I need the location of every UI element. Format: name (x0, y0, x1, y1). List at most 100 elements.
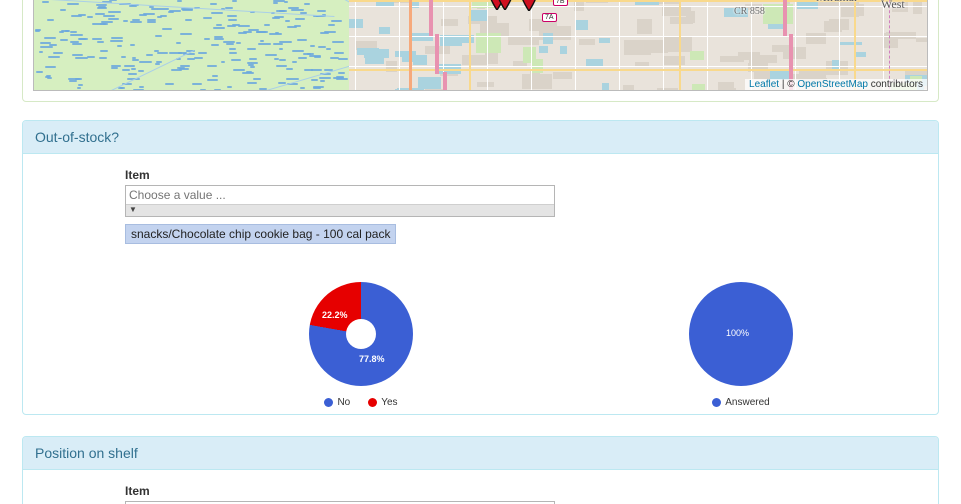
city-block (912, 0, 922, 15)
water-body (767, 22, 784, 29)
wetland-marsh-dash (77, 38, 87, 41)
wetland-marsh-dash (75, 56, 88, 59)
leaflet-map[interactable]: PembrokePinesNorth PerryAirportMiramarWe… (33, 0, 928, 91)
item-select[interactable]: ▼ (125, 185, 555, 217)
wetland-marsh-dash (49, 43, 58, 46)
shelf-form-spacer (35, 484, 125, 504)
legend-item-no[interactable]: No (324, 397, 350, 408)
wetland-marsh-dash (298, 57, 308, 60)
donut-chart-graphic[interactable]: 22.2% 77.8% (309, 282, 413, 386)
wetland-marsh-dash (274, 57, 280, 60)
wetland-marsh-dash (256, 30, 269, 33)
map-marker-pin[interactable] (497, 0, 513, 12)
street (399, 0, 400, 90)
wetland-marsh-dash (157, 16, 162, 19)
park-area (476, 32, 502, 53)
wetland-marsh-dash (122, 69, 131, 72)
city-block (886, 31, 917, 40)
park-area (522, 47, 537, 63)
city-block (649, 40, 669, 53)
wetland-marsh-dash (132, 89, 144, 90)
wetland-marsh-dash (285, 20, 290, 23)
wetland-marsh-dash (69, 31, 78, 34)
wetland-marsh-dash (287, 82, 298, 85)
wetland-marsh-dash (233, 69, 246, 72)
leaflet-link[interactable]: Leaflet (749, 79, 780, 90)
water-body (410, 0, 419, 9)
water-body (635, 0, 659, 6)
wetland-marsh-dash (198, 51, 208, 54)
wetland-marsh-dash (207, 65, 218, 68)
answered-pie-chart: 100% Answered (621, 282, 861, 408)
wetland-marsh-dash (108, 17, 120, 20)
street (619, 0, 620, 90)
wetland-marsh-dash (70, 33, 83, 36)
legend-item-yes[interactable]: Yes (368, 397, 398, 408)
park-area (691, 83, 706, 90)
wetland-marsh-dash (46, 76, 53, 79)
arterial-road (854, 0, 856, 90)
street (927, 0, 928, 91)
city-block (622, 85, 634, 90)
wetland-marsh-dash (248, 57, 257, 60)
street (839, 0, 840, 90)
wetland-marsh-dash (123, 20, 129, 23)
city-block (748, 63, 769, 72)
pie-chart-graphic[interactable]: 100% (689, 282, 793, 386)
expressway (429, 0, 433, 36)
item-search-input[interactable] (126, 186, 554, 204)
wetland-marsh-dash (303, 3, 310, 6)
chevron-down-icon[interactable]: ▼ (126, 204, 554, 216)
water-body (586, 58, 604, 67)
water-body (349, 19, 364, 29)
wetland-marsh-dash (279, 58, 286, 61)
wetland-marsh-dash (47, 18, 54, 21)
wetland-marsh-dash (69, 41, 79, 44)
city-block (814, 0, 846, 6)
city-block (664, 55, 686, 65)
wetland-marsh-dash (176, 42, 181, 45)
water-body (542, 33, 553, 45)
water-body (769, 70, 791, 81)
park-area (910, 75, 922, 82)
wetland-marsh-dash (213, 27, 225, 30)
water-body (539, 45, 548, 53)
wetland-marsh-dash (214, 35, 223, 38)
water-body (417, 77, 441, 89)
legend-item-answered[interactable]: Answered (712, 397, 770, 408)
street (355, 0, 356, 90)
city-block (720, 56, 744, 62)
position-on-shelf-panel-body: Item ▼ (23, 470, 938, 504)
shelf-item-search-input[interactable] (126, 502, 554, 504)
wetland-marsh-dash (52, 51, 63, 54)
wetland-marsh-dash (258, 87, 268, 90)
donut-chart-legend: No Yes (241, 397, 481, 408)
wetland-marsh-dash (235, 42, 242, 45)
wetland-marsh-dash (299, 11, 308, 14)
city-block (772, 44, 791, 52)
wetland-marsh-dash (165, 82, 175, 85)
wetland-marsh-dash (225, 42, 234, 45)
wetland-marsh-dash (118, 86, 124, 89)
shelf-item-select[interactable]: ▼ (125, 501, 555, 504)
wetland-marsh-dash (295, 17, 305, 20)
map-panel-body: PembrokePinesNorth PerryAirportMiramarWe… (23, 0, 938, 101)
wetland-marsh-dash (246, 61, 253, 64)
wetland-marsh-dash (227, 85, 233, 88)
wetland-marsh-dash (333, 76, 345, 79)
map-marker-pin[interactable] (521, 0, 537, 13)
charts-container: 22.2% 77.8% No Yes (35, 282, 926, 432)
wetland-marsh-dash (129, 5, 138, 8)
city-block (748, 54, 777, 64)
arterial-road (349, 0, 927, 2)
selected-item-tag[interactable]: snacks/Chocolate chip cookie bag - 100 c… (125, 224, 397, 244)
wetland-marsh-dash (199, 88, 207, 90)
map-canvas[interactable]: PembrokePinesNorth PerryAirportMiramarWe… (34, 0, 927, 90)
wetland-marsh-dash (147, 18, 156, 21)
wetland-marsh-dash (129, 43, 136, 46)
city-block (661, 6, 692, 16)
openstreetmap-link[interactable]: OpenStreetMap (797, 79, 868, 90)
wetland-marsh-dash (250, 61, 258, 64)
wetland-marsh-dash (294, 25, 302, 28)
city-block (513, 89, 530, 90)
